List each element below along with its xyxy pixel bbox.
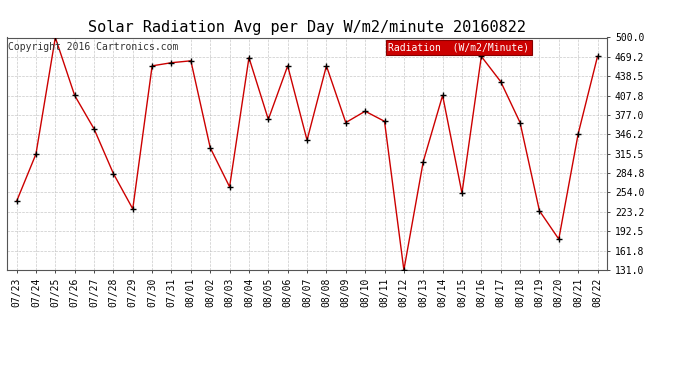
Text: Copyright 2016 Cartronics.com: Copyright 2016 Cartronics.com (8, 42, 179, 52)
Title: Solar Radiation Avg per Day W/m2/minute 20160822: Solar Radiation Avg per Day W/m2/minute … (88, 20, 526, 35)
Text: Radiation  (W/m2/Minute): Radiation (W/m2/Minute) (388, 42, 529, 52)
